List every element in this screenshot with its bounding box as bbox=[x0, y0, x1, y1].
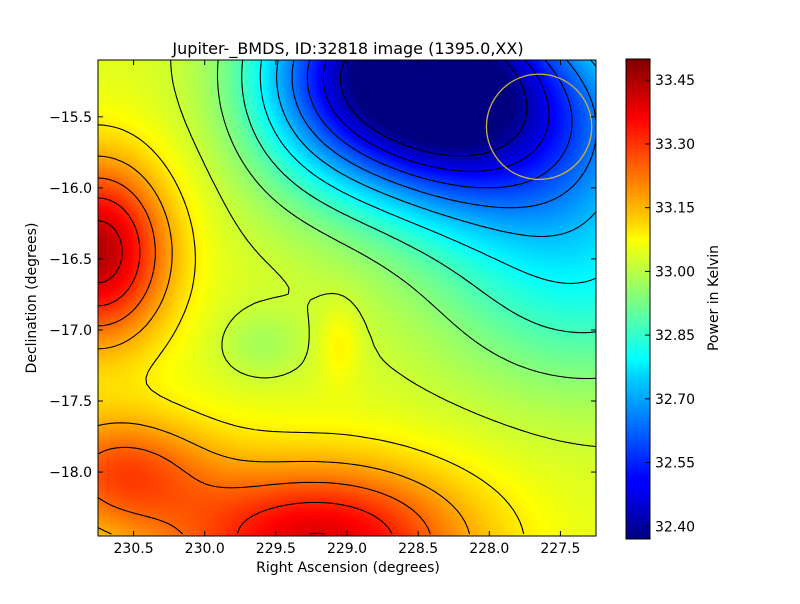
colorbar-tick-label: 33.45 bbox=[655, 73, 695, 89]
y-tick-label: −16.0 bbox=[49, 181, 92, 197]
colorbar-ticks: 32.40 32.55 32.70 32.85 33.00 33.15 33.30 33.45 bbox=[645, 73, 695, 535]
contour-line bbox=[322, 60, 550, 172]
contour-line bbox=[276, 60, 596, 238]
x-tick-label: 228.5 bbox=[398, 541, 438, 557]
y-tick-label: −16.5 bbox=[49, 252, 92, 268]
y-tick-label: −15.5 bbox=[49, 110, 92, 126]
contour-lines bbox=[98, 60, 596, 535]
x-axis: 230.5 230.0 229.5 229.0 228.5 228.0 227.5 bbox=[114, 60, 580, 557]
contour-line bbox=[291, 60, 596, 209]
colorbar-tick-label: 33.30 bbox=[655, 137, 695, 153]
y-axis: −15.5 −16.0 −16.5 −17.0 −17.5 −18.0 bbox=[49, 110, 596, 481]
plot-area bbox=[97, 59, 597, 537]
x-tick-label: 230.5 bbox=[114, 541, 154, 557]
contour-line bbox=[259, 60, 596, 284]
x-axis-label: Right Ascension (degrees) bbox=[256, 560, 440, 576]
x-tick-label: 227.5 bbox=[540, 541, 580, 557]
colorbar-gradient bbox=[626, 59, 650, 539]
colorbar: 32.40 32.55 32.70 32.85 33.00 33.15 33.30 33.45… bbox=[625, 58, 722, 540]
y-axis-label: Declination (degrees) bbox=[24, 223, 40, 374]
contour-line bbox=[339, 60, 528, 157]
contour-line bbox=[306, 60, 573, 189]
contour-line bbox=[98, 220, 326, 535]
colorbar-tick-label: 33.15 bbox=[655, 201, 695, 217]
colorbar-label: Power in Kelvin bbox=[706, 245, 722, 351]
x-tick-label: 229.0 bbox=[327, 541, 367, 557]
x-tick-label: 228.0 bbox=[469, 541, 509, 557]
contour-line bbox=[98, 197, 393, 535]
beam-circle bbox=[485, 73, 593, 181]
x-tick-label: 230.0 bbox=[185, 541, 225, 557]
colorbar-tick-label: 32.70 bbox=[655, 392, 695, 408]
contour-line bbox=[216, 60, 596, 380]
y-tick-label: −18.0 bbox=[49, 465, 92, 481]
colorbar-tick-label: 33.00 bbox=[655, 264, 695, 280]
colorbar-tick-label: 32.40 bbox=[655, 519, 695, 535]
chart-title: Jupiter-_BMDS, ID:32818 image (1395.0,XX… bbox=[171, 39, 523, 59]
contour-line bbox=[170, 60, 596, 448]
colorbar-tick-label: 32.85 bbox=[655, 328, 695, 344]
colorbar-frame bbox=[625, 58, 651, 540]
y-tick-label: −17.0 bbox=[49, 323, 92, 339]
contour-line bbox=[98, 124, 525, 535]
x-tick-label: 229.5 bbox=[256, 541, 296, 557]
contour-line bbox=[241, 60, 596, 334]
y-tick-label: −17.5 bbox=[49, 394, 92, 410]
contour-line bbox=[98, 177, 431, 535]
colorbar-tick-label: 32.55 bbox=[655, 456, 695, 472]
contour-line bbox=[98, 155, 471, 535]
